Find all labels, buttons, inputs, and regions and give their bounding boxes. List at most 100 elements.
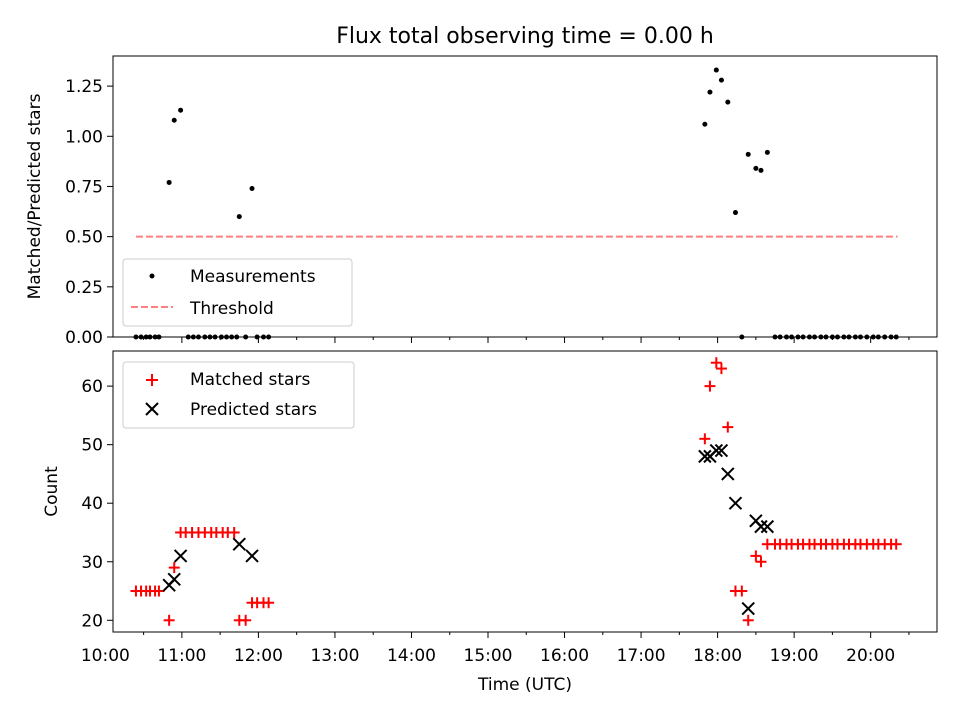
measurements-point [229, 334, 235, 340]
count-y-ticks: 20 30 40 50 60 [81, 377, 113, 631]
measurements-point [893, 334, 899, 340]
x-tick-label: 11:00 [157, 646, 206, 666]
legend-matched-marker [146, 374, 158, 386]
ratio-y-tick-label: 1.00 [65, 127, 103, 147]
chart-title: Flux total observing time = 0.00 h [336, 24, 714, 49]
count-legend: Matched stars Predicted stars [122, 361, 355, 429]
ratio-legend-box [122, 258, 353, 327]
count-y-tick-label: 30 [81, 553, 103, 573]
measurements-point [702, 121, 708, 127]
matched-stars-point [715, 363, 727, 375]
x-tick-label: 16:00 [540, 646, 589, 666]
count-y-axis-label: Count [42, 466, 62, 517]
predicted-stars-point [741, 601, 755, 616]
predicted-stars-point-b [232, 537, 246, 551]
legend-predicted-marker [145, 402, 159, 416]
matched-stars-point [742, 614, 754, 626]
measurements-point [777, 334, 783, 340]
measurements-point [875, 334, 881, 340]
measurements-point [152, 334, 158, 340]
legend-threshold-label: Threshold [189, 299, 274, 319]
matched-stars-point [168, 562, 180, 574]
measurements-point [841, 334, 847, 340]
predicted-stars-point [173, 549, 188, 563]
x-tick-label: 15:00 [464, 646, 513, 666]
measurements-point [718, 77, 724, 83]
predicted-stars-point-b [173, 549, 188, 563]
measurements-point [888, 334, 894, 340]
measurements-point [806, 334, 812, 340]
count-marks [130, 357, 902, 626]
ratio-y-tick-label: 0.25 [65, 278, 103, 298]
count-y-tick-label: 50 [81, 436, 103, 456]
measurements-point [707, 89, 713, 95]
x-axis-label: Time (UTC) [477, 675, 572, 695]
measurements-point [147, 334, 153, 340]
x-tick-label: 10:00 [81, 646, 130, 666]
matched-stars-point [263, 597, 275, 609]
predicted-stars-point-b [167, 572, 181, 587]
measurements-point [812, 334, 818, 340]
measurements-point [795, 334, 801, 340]
matched-stars-point [699, 433, 711, 445]
count-x-ticks: 10:00 11:00 12:00 13:00 14:00 15:00 16:00 17:00… [81, 632, 910, 666]
predicted-stars-point [714, 443, 729, 458]
x-tick-label: 19:00 [770, 646, 819, 666]
measurements-point [212, 334, 218, 340]
measurements-point [789, 334, 795, 340]
measurements-point [207, 334, 213, 340]
predicted-stars-point-b [709, 443, 724, 458]
measurements-point [829, 334, 835, 340]
matched-stars-point [890, 538, 902, 550]
ratio-y-tick-label: 1.25 [65, 77, 103, 97]
measurements-point [846, 334, 852, 340]
predicted-stars-point [245, 549, 259, 563]
measurements-point [190, 334, 196, 340]
count-y-tick-label: 60 [81, 377, 103, 397]
measurements-point [739, 334, 745, 340]
measurements-point [753, 165, 759, 171]
ratio-y-axis-label: Matched/Predicted stars [25, 93, 45, 299]
matched-stars-point [163, 614, 175, 626]
predicted-stars-point-b [721, 467, 735, 481]
legend-predicted-label: Predicted stars [190, 400, 317, 420]
matched-stars-point [228, 526, 240, 538]
measurements-point [195, 334, 201, 340]
matched-stars-point [153, 585, 165, 597]
predicted-stars-point-b [698, 449, 712, 464]
predicted-stars-point [728, 496, 743, 510]
matched-stars-point [722, 421, 734, 433]
predicted-stars-point [754, 519, 768, 534]
measurements-point [133, 334, 139, 340]
predicted-stars-point [760, 519, 775, 534]
measurements-point [249, 185, 255, 191]
x-tick-label: 20:00 [846, 646, 895, 666]
measurements-point [185, 334, 191, 340]
measurements-point [713, 67, 719, 73]
legend-measurements-label: Measurements [190, 267, 316, 287]
measurements-point [224, 334, 230, 340]
matched-stars-point [736, 585, 748, 597]
measurements-point [764, 149, 770, 155]
measurements-point [243, 334, 249, 340]
predicted-stars-point-b [741, 601, 755, 616]
count-y-tick-label: 40 [81, 494, 103, 514]
legend-measurements-marker [149, 273, 155, 279]
ratio-legend: Measurements Threshold [122, 258, 353, 327]
predicted-stars-point-b [760, 519, 775, 534]
x-tick-label: 14:00 [387, 646, 436, 666]
measurements-point [800, 334, 806, 340]
measurements-point [266, 334, 272, 340]
ratio-marks [133, 67, 899, 340]
measurements-point [835, 334, 841, 340]
matched-stars-point [750, 550, 762, 562]
x-tick-label: 17:00 [617, 646, 666, 666]
count-panel-frame [112, 350, 938, 633]
predicted-stars-point [167, 572, 181, 587]
count-panel: Count 20 30 40 50 60 10:00 11:00 12:00 13:00 14:… [42, 350, 938, 666]
measurements-point [783, 334, 789, 340]
x-tick-label: 13:00 [310, 646, 359, 666]
measurements-point [234, 334, 240, 340]
legend-matched-label: Matched stars [190, 370, 310, 390]
